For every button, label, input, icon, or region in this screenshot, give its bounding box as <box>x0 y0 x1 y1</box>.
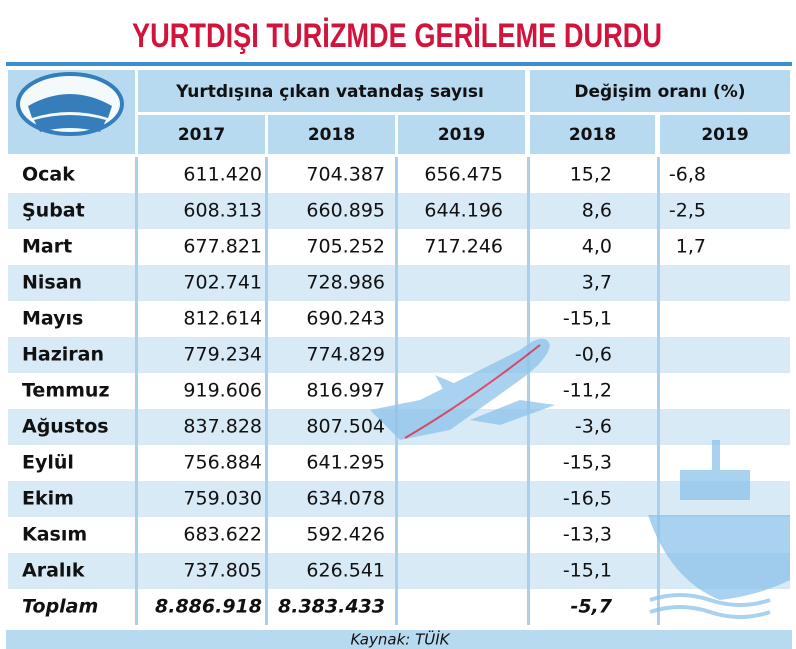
row-label: Mart <box>22 236 72 258</box>
cell: 677.821 <box>183 236 262 258</box>
row-label: Şubat <box>22 200 85 222</box>
cell: 690.243 <box>306 308 385 330</box>
cell: 1,7 <box>676 236 706 258</box>
cell: 15,2 <box>570 164 612 186</box>
cell: 704.387 <box>306 164 385 186</box>
cell: 756.884 <box>183 452 262 474</box>
row-label: Kasım <box>22 524 87 546</box>
row-label: Haziran <box>22 344 104 366</box>
cell: 8,6 <box>582 200 612 222</box>
cell: 634.078 <box>306 488 385 510</box>
cell: 608.313 <box>183 200 262 222</box>
cell: 759.030 <box>183 488 262 510</box>
row-label: Eylül <box>22 452 74 474</box>
cell: 641.295 <box>306 452 385 474</box>
cell: 611.420 <box>183 164 262 186</box>
cap-icon <box>16 72 124 136</box>
cell: 774.829 <box>306 344 385 366</box>
row-label: Toplam <box>22 596 98 618</box>
cell: 3,7 <box>582 272 612 294</box>
header-bg <box>138 70 525 112</box>
cell: -15,1 <box>563 308 612 330</box>
cell: -13,3 <box>563 524 612 546</box>
header-bg <box>530 115 655 154</box>
row-label: Nisan <box>22 272 82 294</box>
cell: 626.541 <box>306 560 385 582</box>
year-header: 2018 <box>308 125 355 145</box>
cell: 8.886.918 <box>155 596 262 618</box>
group-header: Yurtdışına çıkan vatandaş sayısı <box>175 82 484 102</box>
header-bg <box>398 115 525 154</box>
cell: 702.741 <box>183 272 262 294</box>
cell: 660.895 <box>306 200 385 222</box>
ship-icon <box>648 440 790 619</box>
row-label: Ocak <box>22 164 75 186</box>
cell: 705.252 <box>306 236 385 258</box>
row-bg <box>8 265 790 301</box>
cell: 837.828 <box>183 416 262 438</box>
group-header: Değişim oranı (%) <box>574 82 745 102</box>
header-bg <box>660 115 790 154</box>
cell: 779.234 <box>183 344 262 366</box>
row-label: Mayıs <box>22 308 83 330</box>
cell: -6,8 <box>669 164 706 186</box>
year-header: 2018 <box>569 125 616 145</box>
cell: 656.475 <box>424 164 503 186</box>
cell: -15,1 <box>563 560 612 582</box>
cell: 728.986 <box>306 272 385 294</box>
cell: 683.622 <box>183 524 262 546</box>
row-label: Ekim <box>22 488 74 510</box>
cell: 8.383.433 <box>278 596 385 618</box>
cell: -11,2 <box>563 380 612 402</box>
year-header: 2017 <box>178 125 225 145</box>
table: Yurtdışına çıkan vatandaş sayısı Değişim … <box>8 70 790 625</box>
row-label: Temmuz <box>22 380 110 402</box>
cell: 592.426 <box>306 524 385 546</box>
cell: -5,7 <box>570 596 612 618</box>
cell: 4,0 <box>582 236 612 258</box>
header-bg <box>268 115 395 154</box>
year-header: 2019 <box>701 125 748 145</box>
cell: -3,6 <box>575 416 612 438</box>
cell: 644.196 <box>424 200 503 222</box>
cell: -0,6 <box>575 344 612 366</box>
cell: -15,3 <box>563 452 612 474</box>
source: Kaynak: TÜİK <box>351 630 451 649</box>
cell: -16,5 <box>563 488 612 510</box>
cell: 737.805 <box>183 560 262 582</box>
cell: 807.504 <box>306 416 385 438</box>
year-header: 2019 <box>438 125 485 145</box>
header-bg <box>138 115 265 154</box>
row-label: Ağustos <box>22 416 109 438</box>
header-bg <box>530 70 790 112</box>
title-rule <box>6 62 792 66</box>
cell: 717.246 <box>424 236 503 258</box>
title: YURTDIŞI TURİZMDE GERİLEME DURDU <box>132 17 662 55</box>
source-bar <box>6 630 792 649</box>
cell: 812.614 <box>183 308 262 330</box>
airplane-icon <box>370 338 555 440</box>
row-label: Aralık <box>22 560 85 582</box>
row-bg <box>8 481 790 517</box>
cell: 919.606 <box>183 380 262 402</box>
cell: 816.997 <box>306 380 385 402</box>
cell: -2,5 <box>669 200 706 222</box>
row-bg <box>8 337 790 373</box>
